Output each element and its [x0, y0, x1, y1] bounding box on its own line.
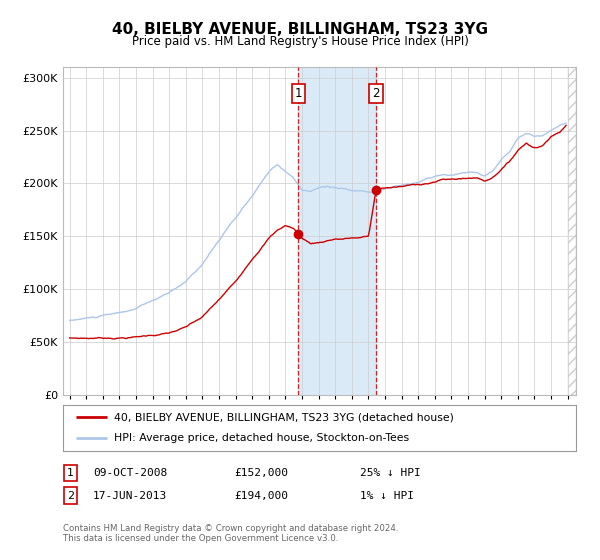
Text: 1: 1: [295, 87, 302, 100]
Text: £152,000: £152,000: [234, 468, 288, 478]
Text: Price paid vs. HM Land Registry's House Price Index (HPI): Price paid vs. HM Land Registry's House …: [131, 35, 469, 48]
Text: 1% ↓ HPI: 1% ↓ HPI: [360, 491, 414, 501]
Text: This data is licensed under the Open Government Licence v3.0.: This data is licensed under the Open Gov…: [63, 534, 338, 543]
Text: 40, BIELBY AVENUE, BILLINGHAM, TS23 3YG: 40, BIELBY AVENUE, BILLINGHAM, TS23 3YG: [112, 22, 488, 38]
Text: 2: 2: [67, 491, 74, 501]
Text: 25% ↓ HPI: 25% ↓ HPI: [360, 468, 421, 478]
Text: 1: 1: [67, 468, 74, 478]
Text: £194,000: £194,000: [234, 491, 288, 501]
Bar: [298, 67, 376, 395]
Text: HPI: Average price, detached house, Stockton-on-Tees: HPI: Average price, detached house, Stoc…: [115, 433, 409, 444]
Text: 09-OCT-2008: 09-OCT-2008: [93, 468, 167, 478]
Text: 40, BIELBY AVENUE, BILLINGHAM, TS23 3YG (detached house): 40, BIELBY AVENUE, BILLINGHAM, TS23 3YG …: [115, 412, 454, 422]
Text: 2: 2: [373, 87, 380, 100]
Text: Contains HM Land Registry data © Crown copyright and database right 2024.: Contains HM Land Registry data © Crown c…: [63, 524, 398, 533]
Bar: [568, 67, 576, 395]
Text: 17-JUN-2013: 17-JUN-2013: [93, 491, 167, 501]
Bar: [568, 67, 576, 395]
